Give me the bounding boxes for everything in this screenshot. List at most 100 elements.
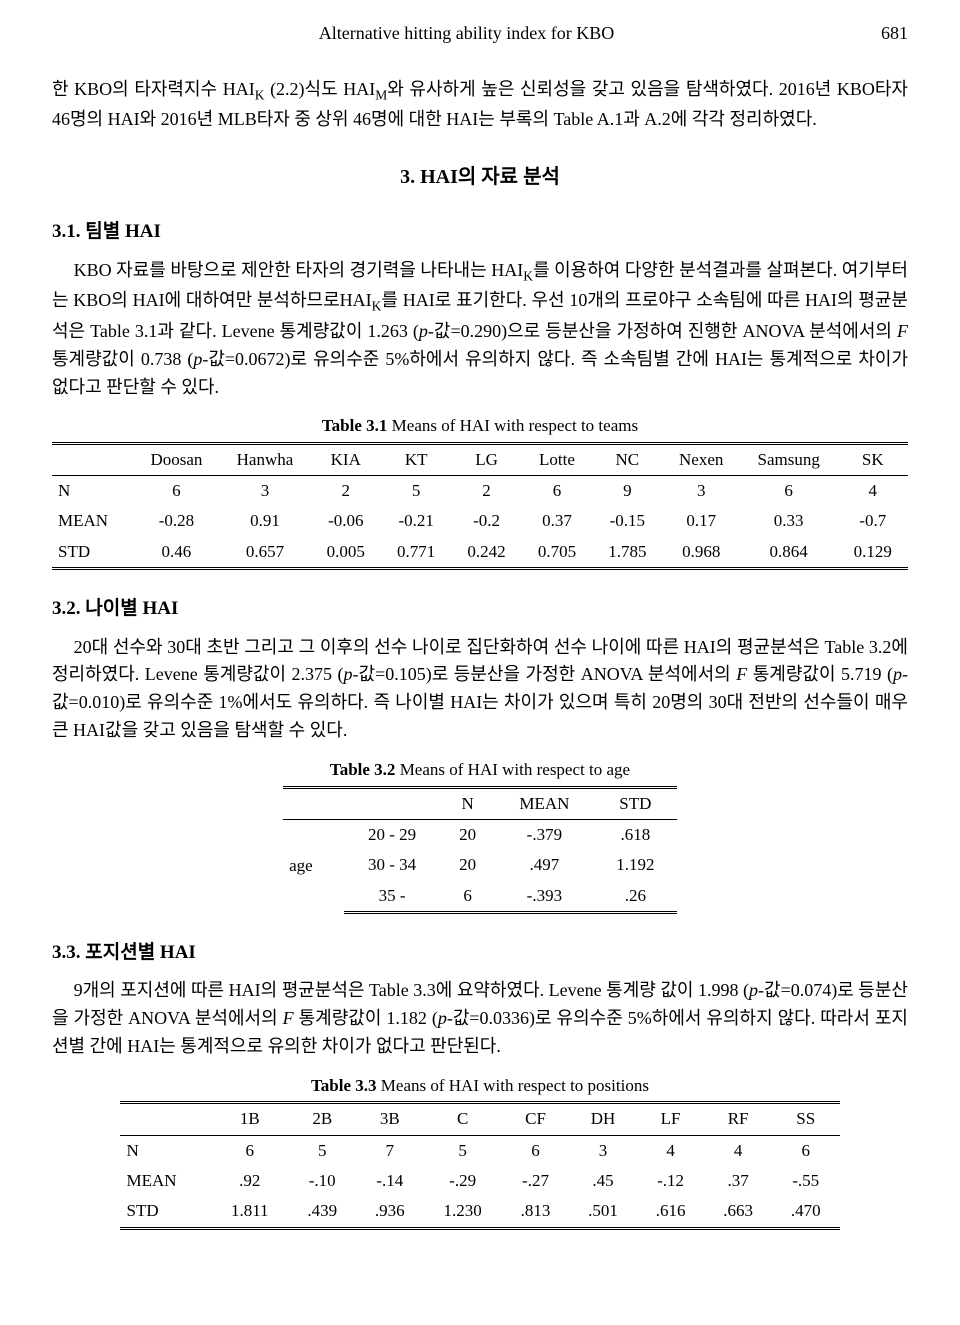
- cell: .37: [704, 1166, 772, 1196]
- cell: -0.7: [838, 506, 909, 536]
- text: 통계량값이 5.719 (: [747, 664, 893, 684]
- col-header: Lotte: [522, 443, 592, 475]
- col-header: LF: [637, 1103, 705, 1135]
- table-3-1: Doosan Hanwha KIA KT LG Lotte NC Nexen S…: [52, 442, 908, 570]
- cell: -0.06: [311, 506, 381, 536]
- row-label: 35 -: [344, 881, 440, 913]
- cell: 5: [288, 1135, 356, 1166]
- row-label: MEAN: [120, 1166, 211, 1196]
- stat-p: p: [193, 349, 202, 369]
- cell: -0.15: [592, 506, 662, 536]
- cell: .470: [772, 1196, 840, 1228]
- row-label: STD: [120, 1196, 211, 1228]
- col-header: SS: [772, 1103, 840, 1135]
- cell: -.55: [772, 1166, 840, 1196]
- cell: 6: [772, 1135, 840, 1166]
- cell: 9: [592, 476, 662, 507]
- col-header: KT: [381, 443, 451, 475]
- page-number: 681: [881, 20, 908, 48]
- cell: 0.46: [133, 537, 219, 569]
- cell: 0.17: [663, 506, 740, 536]
- cell: -0.2: [451, 506, 521, 536]
- cell: 6: [522, 476, 592, 507]
- cell: -.14: [356, 1166, 424, 1196]
- subscript-m: M: [375, 87, 387, 102]
- cell: 2: [311, 476, 381, 507]
- cell: .616: [637, 1196, 705, 1228]
- table-row: STD 1.811 .439 .936 1.230 .813 .501 .616…: [120, 1196, 839, 1228]
- cell: 3: [569, 1135, 637, 1166]
- cell: 1.811: [211, 1196, 288, 1228]
- table-header-row: Doosan Hanwha KIA KT LG Lotte NC Nexen S…: [52, 443, 908, 475]
- col-header: 2B: [288, 1103, 356, 1135]
- intro-text: 한 KBO의 타자력지수 HAI: [52, 79, 255, 99]
- table-3-3-caption: Table 3.3 Means of HAI with respect to p…: [52, 1073, 908, 1099]
- text: -값=0.290)으로 등분산을 가정하여 진행한 ANOVA 분석에서의: [428, 321, 897, 341]
- cell: 6: [740, 476, 838, 507]
- cell: 0.91: [219, 506, 310, 536]
- cell: 6: [440, 881, 495, 913]
- cell: 5: [424, 1135, 502, 1166]
- cell: 0.705: [522, 537, 592, 569]
- table-3-2-caption: Table 3.2 Means of HAI with respect to a…: [52, 757, 908, 783]
- cell: 6: [502, 1135, 570, 1166]
- intro-paragraph: 한 KBO의 타자력지수 HAIK (2.2)식도 HAIM와 유사하게 높은 …: [52, 76, 908, 134]
- table-header-row: N MEAN STD: [283, 787, 677, 819]
- cell: 0.657: [219, 537, 310, 569]
- col-header: 1B: [211, 1103, 288, 1135]
- col-header: C: [424, 1103, 502, 1135]
- corner-cell: [52, 443, 133, 475]
- subsection-3-2-heading: 3.2. 나이별 HAI: [52, 594, 908, 623]
- running-head: Alternative hitting ability index for KB…: [52, 20, 908, 48]
- cell: .663: [704, 1196, 772, 1228]
- text: 9개의 포지션에 따른 HAI의 평균분석은 Table 3.3에 요약하였다.…: [74, 980, 749, 1000]
- caption-label: Table 3.1: [322, 416, 388, 435]
- cell: -0.21: [381, 506, 451, 536]
- cell: 5: [381, 476, 451, 507]
- stat-f: F: [736, 664, 747, 684]
- cell: 4: [637, 1135, 705, 1166]
- caption-label: Table 3.3: [311, 1076, 377, 1095]
- cell: .501: [569, 1196, 637, 1228]
- page: Alternative hitting ability index for KB…: [0, 0, 960, 1325]
- col-header: STD: [594, 787, 677, 819]
- text: KBO 자료를 바탕으로 제안한 타자의 경기력을 나타내는 HAI: [74, 260, 524, 280]
- table-3-1-caption: Table 3.1 Means of HAI with respect to t…: [52, 413, 908, 439]
- stat-p: p: [344, 664, 353, 684]
- col-header: DH: [569, 1103, 637, 1135]
- col-header: SK: [838, 443, 909, 475]
- sec33-paragraph: 9개의 포지션에 따른 HAI의 평균분석은 Table 3.3에 요약하였다.…: [52, 977, 908, 1061]
- cell: .92: [211, 1166, 288, 1196]
- cell: 7: [356, 1135, 424, 1166]
- row-label: STD: [52, 537, 133, 569]
- cell: 4: [838, 476, 909, 507]
- col-header: Hanwha: [219, 443, 310, 475]
- cell: -.27: [502, 1166, 570, 1196]
- cell: 0.005: [311, 537, 381, 569]
- caption-text: Means of HAI with respect to positions: [377, 1076, 649, 1095]
- cell: 1.192: [594, 850, 677, 880]
- cell: .45: [569, 1166, 637, 1196]
- cell: .439: [288, 1196, 356, 1228]
- table-row: STD 0.46 0.657 0.005 0.771 0.242 0.705 1…: [52, 537, 908, 569]
- row-label: 20 - 29: [344, 819, 440, 850]
- caption-label: Table 3.2: [330, 760, 396, 779]
- cell: 2: [451, 476, 521, 507]
- table-row: MEAN -0.28 0.91 -0.06 -0.21 -0.2 0.37 -0…: [52, 506, 908, 536]
- cell: 20: [440, 850, 495, 880]
- cell: 20: [440, 819, 495, 850]
- col-header: RF: [704, 1103, 772, 1135]
- cell: 0.864: [740, 537, 838, 569]
- col-header: 3B: [356, 1103, 424, 1135]
- sec31-paragraph: KBO 자료를 바탕으로 제안한 타자의 경기력을 나타내는 HAIK를 이용하…: [52, 257, 908, 402]
- subscript-k: K: [372, 299, 382, 314]
- col-header: Nexen: [663, 443, 740, 475]
- subsection-3-1-heading: 3.1. 팀별 HAI: [52, 217, 908, 246]
- text: 통계량값이 1.182 (: [294, 1008, 438, 1028]
- cell: 0.771: [381, 537, 451, 569]
- table-row: age 20 - 29 20 -.379 .618: [283, 819, 677, 850]
- table-3-2: N MEAN STD age 20 - 29 20 -.379 .618 30 …: [283, 786, 677, 914]
- row-label: N: [120, 1135, 211, 1166]
- text: 통계량값이 0.738 (: [52, 349, 193, 369]
- cell: 3: [219, 476, 310, 507]
